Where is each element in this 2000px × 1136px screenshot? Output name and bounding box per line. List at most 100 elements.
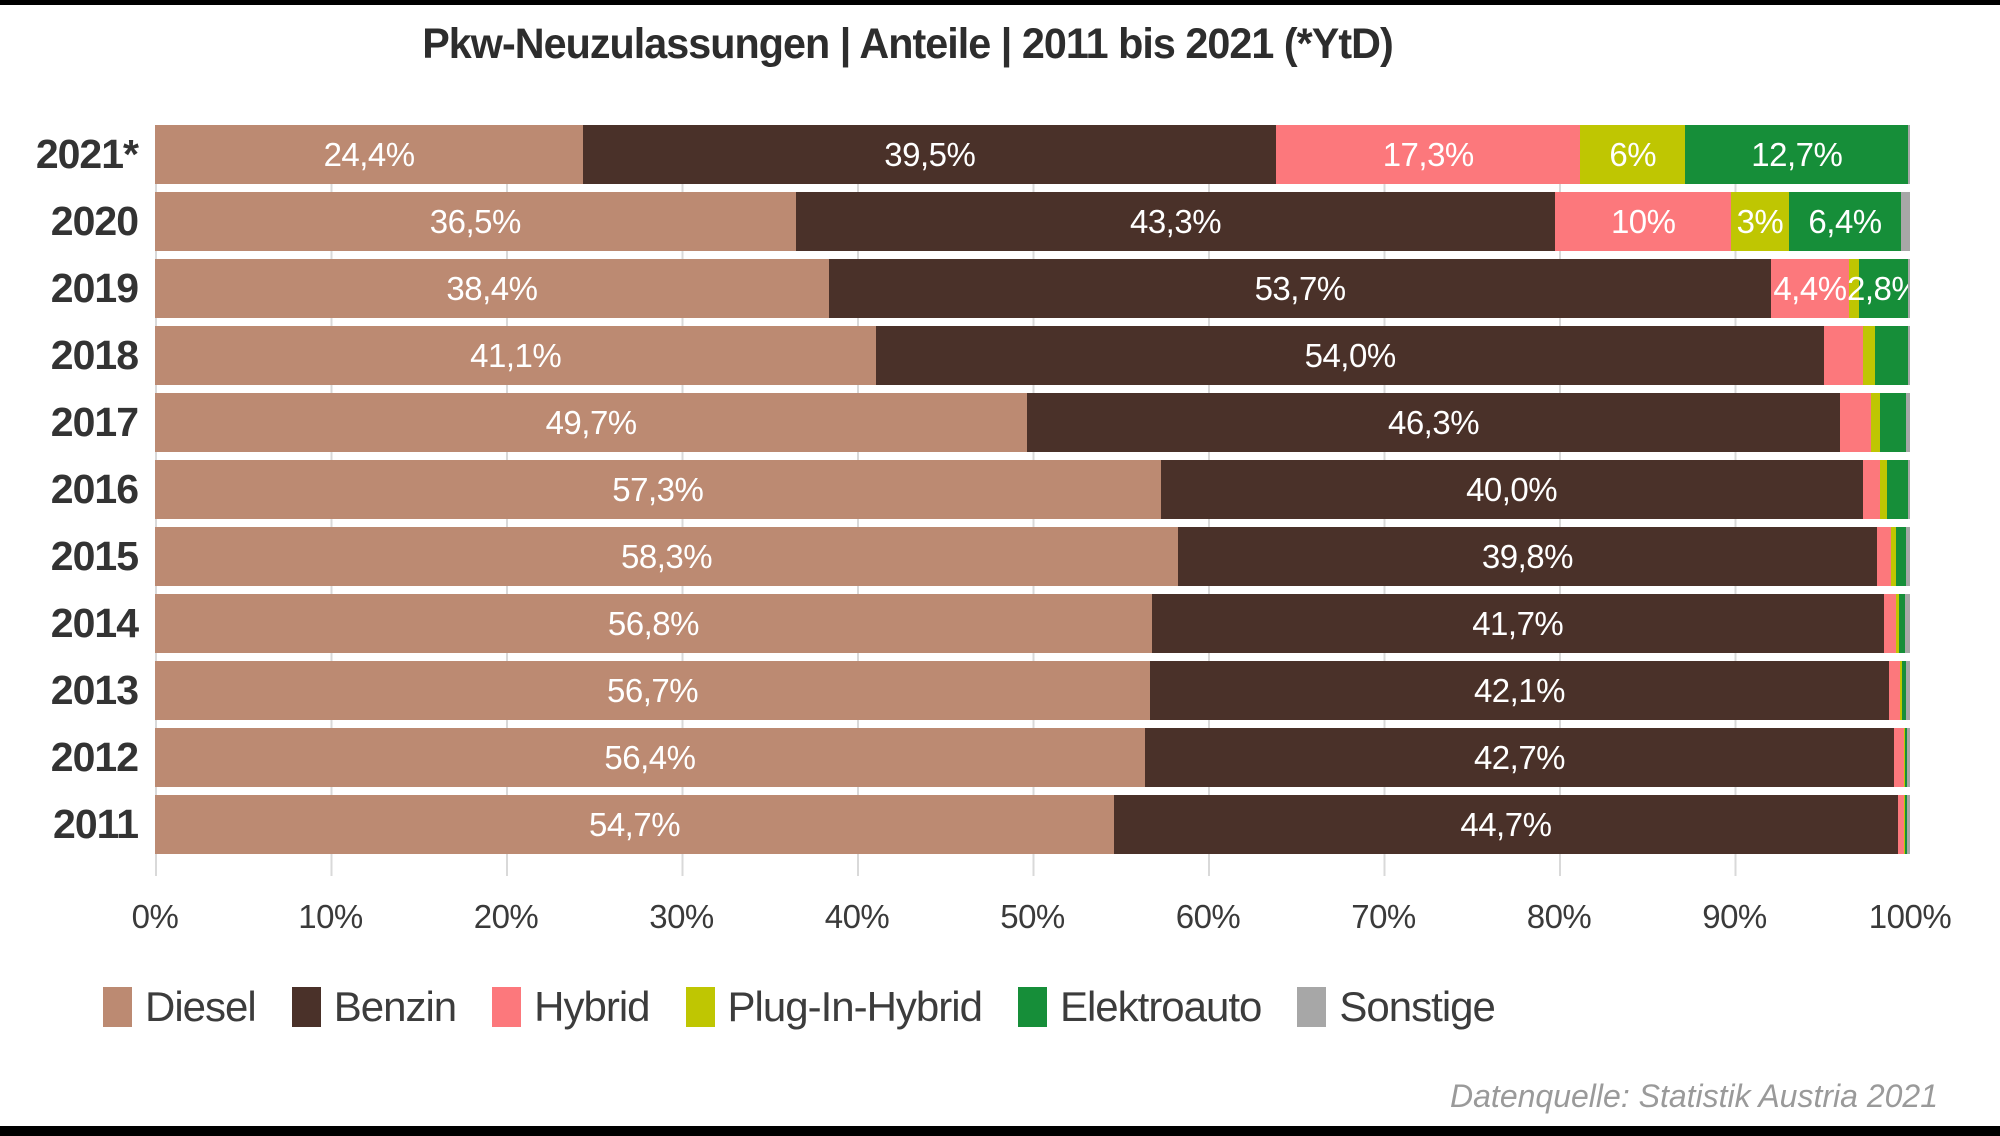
bar-row-2016: 2016 57,3% 40,0% [51, 460, 1910, 519]
segment-value-label: 56,7% [607, 671, 699, 709]
bar-segment-elektroauto [1874, 326, 1909, 385]
bar-segment-sonstige [1908, 460, 1910, 519]
segment-value-label: 57,3% [612, 470, 704, 508]
segment-value-label: 42,7% [1473, 738, 1566, 776]
bar-segment-diesel: 56,8% [155, 594, 1152, 653]
bar-segment-elektroauto [1902, 661, 1907, 720]
x-tick-label: 100% [1868, 898, 1952, 935]
legend-label: Diesel [145, 983, 257, 1030]
x-tick-label: 90% [1702, 898, 1767, 935]
bar-row-2019: 2019 38,4% 53,7% 4,4% 2,8% [51, 259, 1921, 318]
bar-row-2015: 2015 58,3% 39,8% [51, 527, 1910, 586]
year-label: 2021* [35, 131, 139, 177]
bar-segment-diesel: 56,7% [155, 661, 1151, 720]
segment-value-label: 42,1% [1473, 671, 1566, 709]
segment-value-label: 38,4% [446, 269, 538, 307]
x-axis: 0% 10% 20% 30% 40% 50% 60% 70% 80% 90% 100% [132, 898, 1952, 938]
legend-item-benzin: Benzin [291, 983, 457, 1031]
bar-segment-plug-in-hybrid [1880, 460, 1888, 519]
bar-segment-benzin: 44,7% [1114, 795, 1898, 854]
legend-item-sonstige: Sonstige [1297, 983, 1496, 1031]
bar-segment-elektroauto [1898, 594, 1905, 653]
legend-item-diesel: Diesel [103, 983, 257, 1031]
year-label: 2020 [50, 198, 139, 244]
year-label: 2012 [50, 734, 139, 780]
segment-value-label: 3% [1736, 202, 1784, 240]
bar-segment-elektroauto [1904, 728, 1908, 787]
legend-item-elektroauto: Elektroauto [1017, 983, 1262, 1031]
bar-segment-plug-in-hybrid: 3% [1730, 192, 1789, 251]
bar-segment-diesel: 57,3% [155, 460, 1161, 519]
bar-segment-hybrid [1823, 326, 1863, 385]
bar-segment-hybrid: 4,4% [1771, 259, 1849, 318]
bar-segment-sonstige [1906, 661, 1910, 720]
bar-segment-diesel: 38,4% [155, 259, 829, 318]
segment-value-label: 39,5% [884, 135, 976, 173]
year-label: 2019 [50, 265, 139, 311]
legend-label: Sonstige [1339, 983, 1495, 1030]
bar-segment-diesel: 41,1% [155, 326, 877, 385]
segment-value-label: 6,4% [1808, 202, 1882, 240]
segment-value-label: 56,8% [607, 604, 700, 642]
segment-value-label: 40,0% [1466, 470, 1558, 508]
bar-segment-diesel: 24,4% [155, 125, 584, 184]
legend: Diesel Benzin Hybrid Plug-In-Hybrid Elektroa… [103, 983, 1496, 1031]
x-tick-label: 50% [1000, 898, 1065, 935]
bar-row-2012: 2012 56,4% 42,7% [51, 728, 1910, 787]
bar-segment-benzin: 41,7% [1151, 594, 1884, 653]
bar-segment-elektroauto [1880, 393, 1907, 452]
bar-row-2020: 2020 36,5% 43,3% 10% 3% 6,4% [51, 192, 1910, 251]
x-tick-label: 0% [131, 898, 179, 935]
segment-value-label: 43,3% [1129, 202, 1222, 240]
x-tick-label: 60% [1175, 898, 1241, 935]
bar-segment-plug-in-hybrid [1890, 527, 1896, 586]
x-tick-label: 30% [649, 898, 714, 935]
year-label: 2011 [53, 801, 139, 847]
segment-value-label: 17,3% [1382, 135, 1475, 173]
bar-segment-benzin: 39,5% [583, 125, 1277, 184]
bar-segment-benzin: 40,0% [1160, 460, 1863, 519]
bottom-frame-bar [0, 1126, 2000, 1136]
segment-value-label: 54,0% [1304, 336, 1397, 374]
bar-segment-plug-in-hybrid: 6% [1580, 125, 1686, 184]
bar-segment-benzin: 39,8% [1178, 527, 1877, 586]
year-label: 2016 [50, 466, 139, 512]
legend-swatch-hybrid-icon [492, 987, 522, 1027]
bar-segment-sonstige [1908, 125, 1910, 184]
bar-segment-benzin: 42,7% [1144, 728, 1895, 787]
stacked-bar-chart: 2021* 24,4% 39,5% 17,3% 6% 12,7% 2020 36,5% 43,3… [36, 125, 1921, 876]
year-label: 2017 [50, 399, 139, 445]
bar-segment-sonstige [1908, 326, 1910, 385]
bar-segment-hybrid [1839, 393, 1872, 452]
bar-segment-plug-in-hybrid [1903, 728, 1905, 787]
bar-row-2011: 2011 54,7% 44,7% [53, 795, 1910, 854]
segment-value-label: 41,1% [470, 336, 562, 374]
bar-segment-sonstige [1906, 393, 1910, 452]
bar-segment-benzin: 46,3% [1027, 393, 1840, 452]
legend-label: Elektroauto [1059, 983, 1262, 1030]
bar-row-2018: 2018 41,1% 54,0% [51, 326, 1910, 385]
bar-segment-elektroauto [1904, 795, 1908, 854]
bar-segment-diesel: 49,7% [155, 393, 1028, 452]
segment-value-label: 54,7% [588, 805, 681, 843]
bar-row-2021: 2021* 24,4% 39,5% 17,3% 6% 12,7% [36, 125, 1910, 184]
bar-segment-hybrid: 17,3% [1276, 125, 1581, 184]
bar-segment-diesel: 56,4% [155, 728, 1145, 787]
bar-segment-plug-in-hybrid [1900, 661, 1903, 720]
bar-segment-plug-in-hybrid [1871, 393, 1881, 452]
bar-segment-diesel: 36,5% [155, 192, 796, 251]
bar-segment-elektroauto: 6,4% [1788, 192, 1902, 251]
bar-segment-hybrid [1888, 661, 1901, 720]
segment-value-label: 44,7% [1460, 805, 1552, 843]
bar-segment-elektroauto: 12,7% [1685, 125, 1909, 184]
bar-segment-elektroauto [1895, 527, 1907, 586]
segment-value-label: 49,7% [545, 403, 638, 441]
bar-row-2013: 2013 56,7% 42,1% [51, 661, 1910, 720]
bar-segment-sonstige [1907, 728, 1910, 787]
bar-row-2014: 2014 56,8% 41,7% [51, 594, 1910, 653]
segment-value-label: 24,4% [323, 135, 416, 173]
bar-segment-sonstige [1908, 259, 1910, 318]
bar-segment-sonstige [1901, 192, 1910, 251]
legend-swatch-benzin-icon [291, 987, 321, 1027]
segment-value-label: 56,4% [604, 738, 696, 776]
